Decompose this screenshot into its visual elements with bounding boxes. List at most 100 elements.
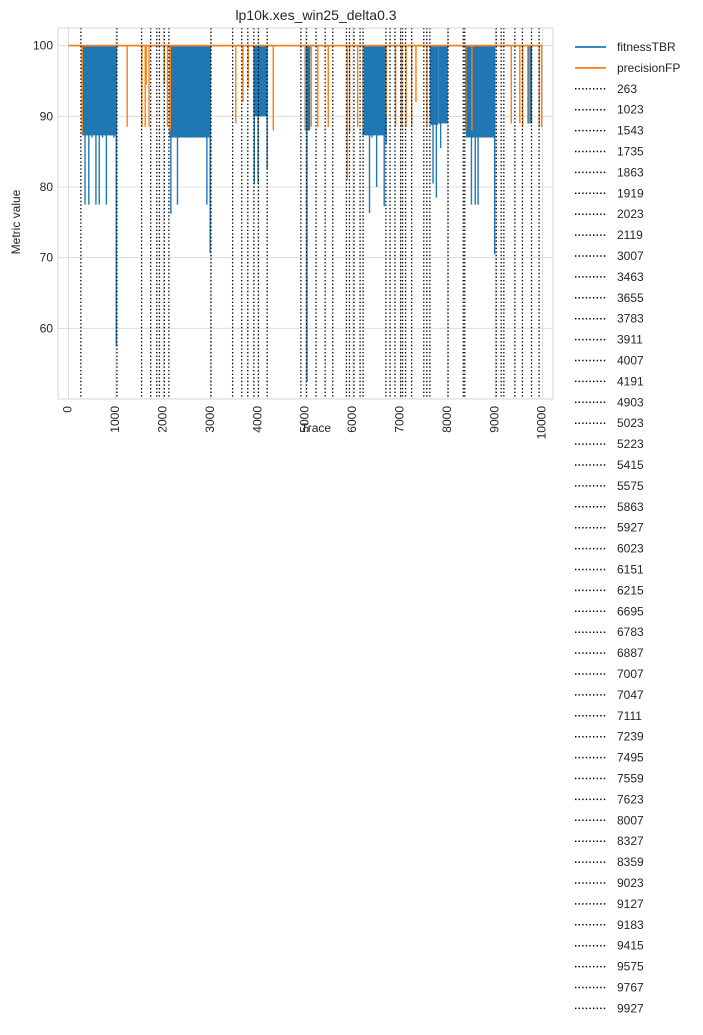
legend-entry: 3783 [575, 312, 644, 326]
y-tick-label: 80 [40, 180, 54, 194]
x-tick-label: 0 [61, 406, 75, 413]
legend-label: 6215 [617, 583, 644, 597]
legend-entry: 9575 [575, 960, 644, 974]
legend-entry: 2119 [575, 228, 643, 242]
legend-entry: 8007 [575, 813, 644, 827]
legend-label: 9415 [617, 939, 644, 953]
legend-entry: 6695 [575, 604, 644, 618]
x-tick-label: 2000 [155, 406, 169, 433]
legend-entry: 1023 [575, 103, 644, 117]
legend-label: 1023 [617, 103, 644, 117]
x-tick-label: 1000 [108, 406, 122, 433]
legend-entry: 3463 [575, 270, 644, 284]
legend: fitnessTBR precisionFP 263 1023 1543 1735 1863… [575, 40, 680, 1015]
legend-label: 7111 [617, 709, 642, 723]
fitness-oscillation-band [438, 45, 448, 124]
legend-entry: 7047 [575, 688, 644, 702]
legend-label: 9127 [617, 897, 644, 911]
legend-label: 8359 [617, 855, 644, 869]
legend-entry: 5575 [575, 479, 644, 493]
legend-label: 1543 [617, 124, 644, 138]
x-axis-label: Trace [301, 421, 332, 435]
legend-label: 3911 [617, 333, 643, 347]
legend-label: 5927 [617, 521, 644, 535]
plot-border [57, 27, 554, 400]
y-tick-label: 70 [40, 251, 54, 265]
legend-entry: 7007 [575, 667, 644, 681]
legend-entry: 9183 [575, 918, 644, 932]
x-tick-label: 8000 [440, 406, 454, 433]
legend-label: 5023 [617, 416, 644, 430]
legend-entry: 9023 [575, 876, 644, 890]
legend-label: 4191 [617, 374, 644, 388]
legend-label: 4903 [617, 395, 644, 409]
legend-label: 5863 [617, 500, 644, 514]
legend-entry: 1543 [575, 124, 644, 138]
legend-label: 2023 [617, 207, 644, 221]
legend-entry: 5223 [575, 437, 644, 451]
legend-label: 7559 [617, 772, 644, 786]
x-tick-label: 4000 [250, 406, 264, 433]
legend-label: 9927 [617, 1001, 644, 1015]
legend-label: 263 [617, 82, 637, 96]
y-axis-label: Metric value [9, 189, 23, 254]
legend-entry: 1735 [575, 145, 644, 159]
legend-label: 9767 [617, 981, 644, 995]
legend-label: 7047 [617, 688, 644, 702]
legend-label: 1919 [617, 186, 644, 200]
legend-label: 7623 [617, 792, 644, 806]
legend-entry: 3007 [575, 249, 644, 263]
legend-label: 8007 [617, 813, 644, 827]
legend-entry: 7623 [575, 792, 644, 806]
legend-label: 3655 [617, 291, 644, 305]
drift-lines [80, 28, 540, 399]
legend-label: 7239 [617, 730, 644, 744]
legend-label: 5415 [617, 458, 644, 472]
legend-label: 6151 [617, 563, 644, 577]
legend-entry: 263 [575, 82, 637, 96]
x-tick-label: 9000 [487, 406, 501, 433]
legend-label: 2119 [617, 228, 643, 242]
legend-entry: 7111 [575, 709, 642, 723]
legend-label: 1735 [617, 145, 644, 159]
legend-label: 1863 [617, 165, 644, 179]
legend-entry: 6151 [575, 563, 644, 577]
legend-entry: 6783 [575, 625, 644, 639]
legend-entry: 6887 [575, 646, 644, 660]
legend-label: 8327 [617, 834, 644, 848]
legend-entry: 8327 [575, 834, 644, 848]
y-tick-label: 100 [33, 39, 53, 53]
chart-title: lp10k.xes_win25_delta0.3 [235, 7, 396, 23]
legend-label: 3007 [617, 249, 644, 263]
legend-label: 6023 [617, 542, 644, 556]
legend-entry: 5023 [575, 416, 644, 430]
y-tick-label: 60 [40, 321, 54, 335]
legend-label: 5575 [617, 479, 644, 493]
legend-label: 4007 [617, 354, 644, 368]
legend-label: fitnessTBR [617, 40, 676, 54]
legend-entry: 4903 [575, 395, 644, 409]
legend-entry: 7559 [575, 772, 644, 786]
legend-entry: 9127 [575, 897, 644, 911]
legend-entry: 8359 [575, 855, 644, 869]
legend-label: 7495 [617, 751, 644, 765]
legend-entry: 3655 [575, 291, 644, 305]
legend-label: 5223 [617, 437, 644, 451]
legend-entry: fitnessTBR [575, 40, 676, 54]
legend-label: 9575 [617, 960, 644, 974]
x-tick-label: 5000 [298, 406, 312, 433]
fitness-oscillation-band [429, 45, 439, 125]
legend-entry: 5863 [575, 500, 644, 514]
legend-entry: 2023 [575, 207, 644, 221]
x-tick-label: 6000 [345, 406, 359, 433]
plot-area [68, 44, 543, 382]
legend-entry: 9767 [575, 981, 644, 995]
legend-label: precisionFP [617, 61, 680, 75]
x-tick-label: 7000 [392, 406, 406, 433]
legend-entry: 7239 [575, 730, 644, 744]
legend-entry: 4007 [575, 354, 644, 368]
legend-entry: 5927 [575, 521, 644, 535]
legend-label: 9183 [617, 918, 644, 932]
x-axis-ticks: 0 1000 2000 3000 4000 5000 6000 7000 8000 9000 100… [61, 406, 549, 440]
